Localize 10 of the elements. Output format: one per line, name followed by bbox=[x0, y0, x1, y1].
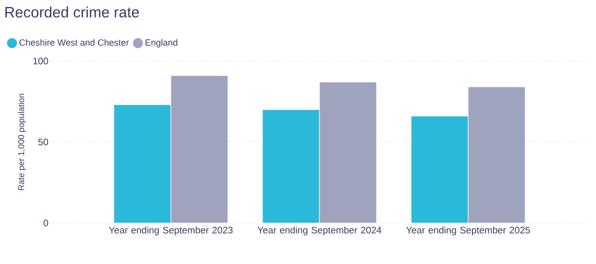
x-tick-label: Year ending September 2024 bbox=[258, 226, 382, 236]
y-tick-label: 100 bbox=[33, 58, 48, 64]
y-tick-label: 0 bbox=[44, 220, 48, 226]
chart-title: Recorded crime rate bbox=[5, 6, 139, 18]
y-axis-title: Rate per 1,000 population bbox=[18, 94, 26, 190]
x-tick-label: Year ending September 2025 bbox=[406, 226, 530, 236]
legend-label: England bbox=[146, 39, 178, 48]
legend-label: Cheshire West and Chester bbox=[19, 39, 129, 46]
y-tick-label: 50 bbox=[38, 138, 48, 146]
x-tick-label: Year ending September 2023 bbox=[108, 226, 233, 236]
